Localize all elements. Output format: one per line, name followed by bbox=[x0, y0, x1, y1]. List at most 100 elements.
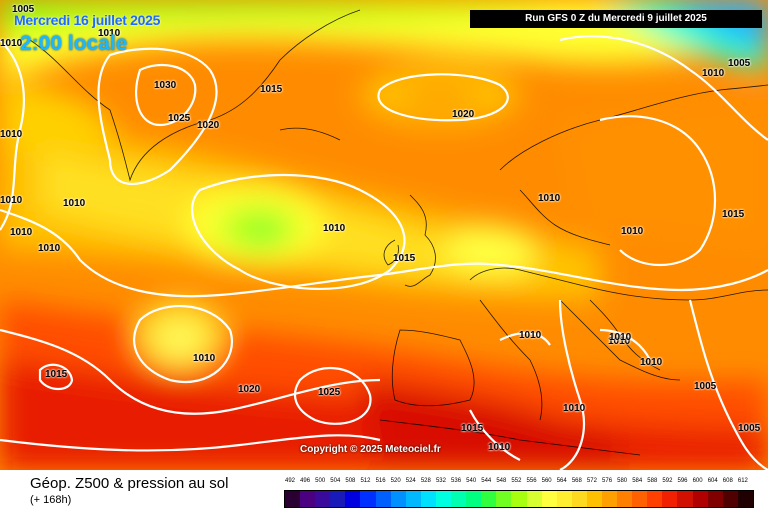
color-scale-swatch bbox=[677, 491, 693, 507]
color-scale-swatch bbox=[285, 491, 301, 507]
isobar-label: 1010 bbox=[608, 336, 631, 347]
color-scale-value: 496 bbox=[300, 478, 311, 484]
color-scale-swatch bbox=[586, 491, 602, 507]
isobar-label: 1020 bbox=[197, 120, 220, 131]
isobar-lines bbox=[0, 35, 768, 470]
isobar-label: 1010 bbox=[0, 195, 23, 206]
coastlines bbox=[29, 9, 768, 456]
color-scale-value: 608 bbox=[722, 478, 733, 484]
color-scale-swatch bbox=[737, 491, 753, 507]
color-scale-value: 560 bbox=[541, 478, 552, 484]
isobar-label: 1005 bbox=[694, 381, 717, 392]
color-scale-swatch bbox=[541, 491, 557, 507]
isobar-label: 1025 bbox=[168, 113, 191, 124]
color-scale-value: 584 bbox=[632, 478, 643, 484]
isobar-label: 1015 bbox=[722, 209, 745, 220]
isobar-label: 1010 bbox=[98, 28, 121, 39]
map-title: Géop. Z500 & pression au sol bbox=[30, 475, 229, 492]
model-run-label: Run GFS 0 Z du Mercredi 9 juillet 2025 bbox=[470, 10, 762, 28]
isobar-label: 1010 bbox=[38, 243, 61, 254]
isobar-label: 1010 bbox=[702, 68, 725, 79]
color-scale-value: 536 bbox=[451, 478, 462, 484]
color-scale-swatch bbox=[662, 491, 678, 507]
isobar-label: 1015 bbox=[260, 84, 283, 95]
weather-map: 1005 1010 1010 1030 1025 1020 1015 1020 … bbox=[0, 0, 768, 470]
color-scale-swatch bbox=[481, 491, 497, 507]
color-scale-value: 556 bbox=[526, 478, 537, 484]
color-scale-swatch bbox=[722, 491, 738, 507]
color-scale-value: 512 bbox=[360, 478, 371, 484]
color-scale-value: 548 bbox=[496, 478, 507, 484]
forecast-date: Mercredi 16 juillet 2025 bbox=[14, 12, 161, 28]
color-scale-swatch bbox=[601, 491, 618, 507]
color-scale-value: 540 bbox=[466, 478, 477, 484]
forecast-local-time: 2:00 locale bbox=[20, 32, 128, 55]
color-scale-value: 504 bbox=[330, 478, 341, 484]
color-scale-swatch bbox=[511, 491, 527, 507]
color-scale-value: 612 bbox=[737, 478, 748, 484]
color-scale-swatch bbox=[405, 491, 421, 507]
isobar-label: 1010 bbox=[519, 330, 542, 341]
color-scale-labels: 492 496 500 504 508 512 516 520 524 528 532 536 540 5… bbox=[283, 478, 753, 488]
color-scale-value: 576 bbox=[602, 478, 613, 484]
isobar-label: 1015 bbox=[45, 369, 68, 380]
isobar-label: 1005 bbox=[738, 423, 761, 434]
forecast-range: (+ 168h) bbox=[30, 494, 72, 506]
color-scale-value: 604 bbox=[707, 478, 718, 484]
color-scale-swatch bbox=[556, 491, 572, 507]
isobar-label: 1010 bbox=[63, 198, 86, 209]
isobar-label: 1010 bbox=[538, 193, 561, 204]
isobar-label: 1010 bbox=[640, 357, 663, 368]
color-scale-swatch bbox=[360, 491, 376, 507]
color-scale-swatch bbox=[375, 491, 391, 507]
color-scale-swatch bbox=[647, 491, 663, 507]
color-scale-value: 492 bbox=[284, 478, 295, 484]
color-scale-swatch bbox=[315, 491, 331, 507]
isobar-label: 1030 bbox=[154, 80, 177, 91]
color-scale-swatch bbox=[345, 491, 361, 507]
map-footer: Géop. Z500 & pression au sol (+ 168h) 49… bbox=[0, 470, 768, 512]
color-scale-value: 516 bbox=[375, 478, 386, 484]
color-scale-value: 544 bbox=[481, 478, 492, 484]
isobar-label: 1010 bbox=[488, 442, 511, 453]
isobar-label: 1010 bbox=[563, 403, 586, 414]
color-scale-value: 524 bbox=[405, 478, 416, 484]
color-scale-swatch bbox=[632, 491, 648, 507]
color-scale-value: 572 bbox=[586, 478, 597, 484]
color-scale-swatch bbox=[466, 491, 482, 507]
isobar-label: 1010 bbox=[609, 332, 632, 343]
color-scale-swatch bbox=[692, 491, 708, 507]
color-scale-swatch bbox=[496, 491, 512, 507]
isobar-label: 1025 bbox=[318, 387, 341, 398]
geopotential-field bbox=[0, 0, 768, 470]
color-scale-swatch bbox=[390, 491, 406, 507]
color-scale-value: 592 bbox=[662, 478, 673, 484]
isobar-label: 1010 bbox=[621, 226, 644, 237]
isobar-label: 1010 bbox=[0, 38, 23, 49]
isobar-label: 1010 bbox=[0, 129, 23, 140]
isobar-label: 1020 bbox=[238, 384, 261, 395]
color-scale-swatch bbox=[330, 491, 346, 507]
color-scale-bar bbox=[284, 490, 754, 508]
color-scale-value: 596 bbox=[677, 478, 688, 484]
color-scale-swatch bbox=[420, 491, 436, 507]
copyright-notice: Copyright © 2025 Meteociel.fr bbox=[300, 444, 441, 455]
color-scale-value: 600 bbox=[692, 478, 703, 484]
color-scale-value: 580 bbox=[617, 478, 628, 484]
isobar-label: 1005 bbox=[12, 4, 35, 15]
color-scale-value: 588 bbox=[647, 478, 658, 484]
color-scale-swatch bbox=[451, 491, 467, 507]
color-scale-value: 552 bbox=[511, 478, 522, 484]
isobar-label: 1010 bbox=[10, 227, 33, 238]
isobar-label: 1015 bbox=[393, 253, 416, 264]
color-scale-swatch bbox=[435, 491, 452, 507]
color-scale-value: 568 bbox=[571, 478, 582, 484]
isobar-label: 1020 bbox=[452, 109, 475, 120]
color-scale-value: 528 bbox=[420, 478, 431, 484]
color-scale-value: 564 bbox=[556, 478, 567, 484]
color-scale-swatch bbox=[571, 491, 587, 507]
color-scale-swatch bbox=[526, 491, 542, 507]
isobar-label: 1010 bbox=[323, 223, 346, 234]
color-scale-swatch bbox=[707, 491, 723, 507]
color-scale-value: 500 bbox=[315, 478, 326, 484]
